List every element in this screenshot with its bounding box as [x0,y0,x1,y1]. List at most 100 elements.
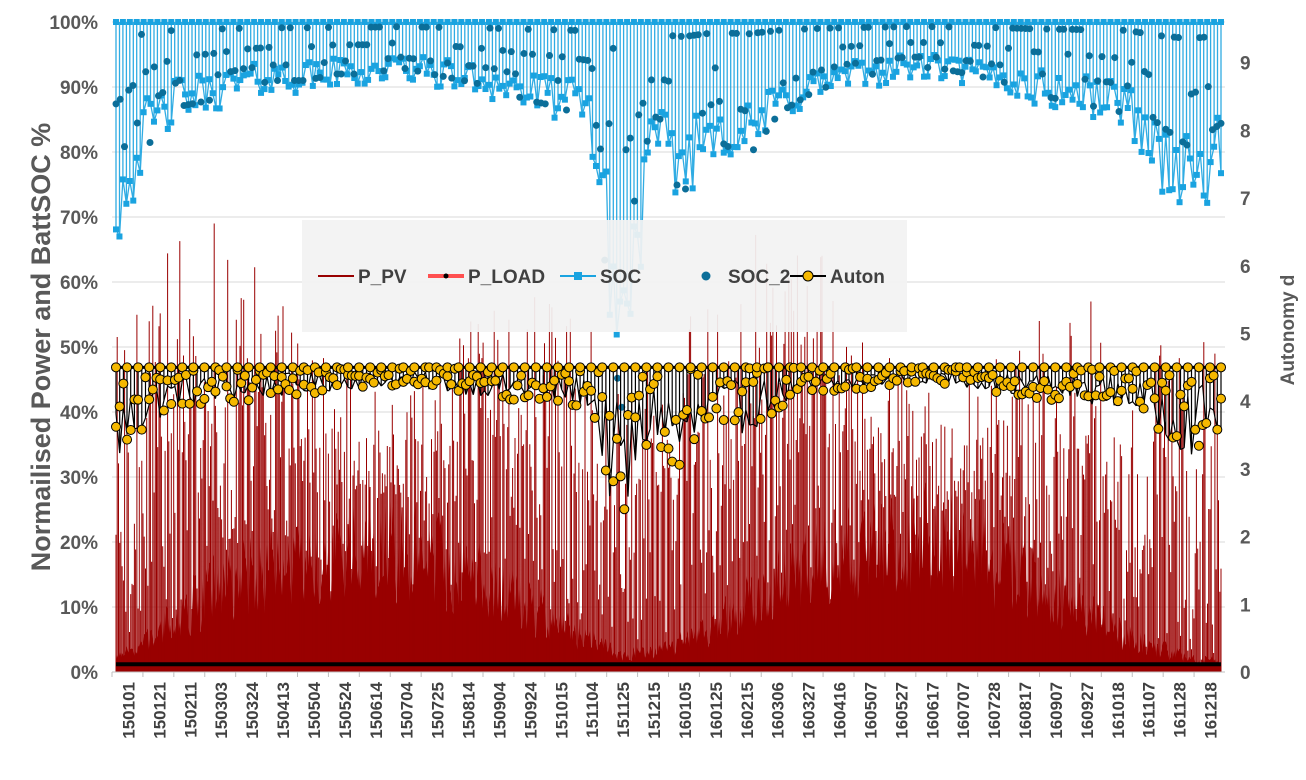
auton-marker [818,385,829,396]
auton-marker [726,380,737,391]
auton-marker [884,362,895,373]
soc-2-marker [792,74,800,82]
soc-2-marker [1034,48,1042,56]
auton-series [111,362,1226,515]
x-tick-label: 161128 [1171,682,1190,738]
auton-marker [586,385,597,396]
y2-tick-label: 8 [1240,121,1251,142]
legend-label: SOC_2 [728,267,790,288]
auton-marker [284,385,295,396]
soc-marker [309,82,316,89]
auton-marker [718,415,729,426]
soc-2-marker [822,83,830,91]
soc-2-marker [393,23,400,31]
soc-2-marker [469,62,477,70]
auton-marker [1160,385,1171,396]
x-tick-label: 161107 [1140,682,1159,738]
soc-marker [748,119,755,126]
soc-2-marker [775,26,783,34]
soc-2-marker [146,139,154,146]
x-tick-label: 161218 [1202,682,1221,739]
y-tick-label: 20% [60,533,98,554]
soc-2-marker [1005,44,1012,52]
x-tick-label: 161018 [1109,682,1128,739]
soc-2-marker [915,53,923,61]
soc-2-marker [189,100,196,108]
soc-2-marker [835,24,842,32]
auton-marker [781,374,792,385]
auton-marker [320,362,331,373]
x-tick-label: 150524 [336,681,355,738]
y2-tick-label: 2 [1240,528,1251,549]
soc-2-marker [380,67,388,75]
x-tick-label: 150614 [367,681,386,738]
soc-2-marker [397,53,405,61]
y2-tick-label: 5 [1240,324,1251,345]
y-tick-label: 60% [60,273,98,294]
auton-marker [1031,392,1042,403]
soc-2-marker [495,24,502,32]
auton-marker [1138,403,1149,414]
auton-marker [961,362,972,373]
auton-marker [704,412,715,423]
soc-2-marker [282,61,290,69]
auton-marker [273,384,284,395]
auton-marker [291,389,302,400]
x-tick-label: 160507 [861,682,880,739]
auton-marker [376,362,387,373]
soc-2-marker [669,32,677,40]
auton-marker [1123,373,1134,384]
soc-2-marker [257,44,264,52]
soc-2-marker [771,115,779,123]
auton-marker [663,443,674,454]
soc-2-marker [588,65,596,73]
soc-2-marker [869,70,876,78]
y2-tick-label: 4 [1240,392,1251,413]
auton-marker [619,504,630,515]
y-tick-label: 90% [60,78,98,99]
soc-2-marker [1064,50,1072,58]
auton-marker [166,398,177,409]
soc-2-marker [626,134,634,142]
soc-2-marker [1098,53,1106,61]
soc-2-marker [448,74,456,82]
soc-2-marker [159,89,167,97]
x-tick-label: 160527 [892,682,911,739]
auton-marker [597,362,608,373]
soc-2-marker [308,43,315,51]
auton-marker [1116,385,1127,396]
soc-2-marker [1217,119,1225,127]
soc-2-marker [958,69,966,77]
legend: P_PV P_LOAD SOC SOC_2 Auton [302,220,907,332]
soc-2-marker [439,72,447,80]
soc-2-marker [724,143,732,150]
soc-2-marker [682,185,689,193]
soc-marker [1148,157,1155,164]
soc-2-marker [218,25,226,33]
auton-marker [600,465,611,476]
auton-marker [1094,371,1105,382]
soc-2-marker [932,53,940,61]
auton-marker [1216,362,1226,373]
auton-marker [696,362,707,373]
auton-marker [114,401,125,412]
soc-2-marker [248,64,256,72]
auton-marker [718,362,729,373]
x-tick-label: 160125 [707,682,726,739]
auton-marker [287,373,298,384]
soc-marker [845,80,852,87]
x-tick-label: 160927 [1078,682,1097,739]
soc-2-marker [890,23,898,31]
soc-2-marker [1094,77,1102,85]
soc-2-marker [886,40,893,48]
soc-2-marker [711,64,719,72]
soc-marker [876,82,883,89]
auton-marker [1208,370,1219,381]
soc-2-marker [546,52,553,60]
auton-marker [239,370,250,381]
soc-2-marker [1175,34,1182,42]
auton-marker [133,362,144,373]
soc-2-marker [975,41,983,49]
auton-marker [111,362,121,373]
auton-marker [1053,393,1064,404]
